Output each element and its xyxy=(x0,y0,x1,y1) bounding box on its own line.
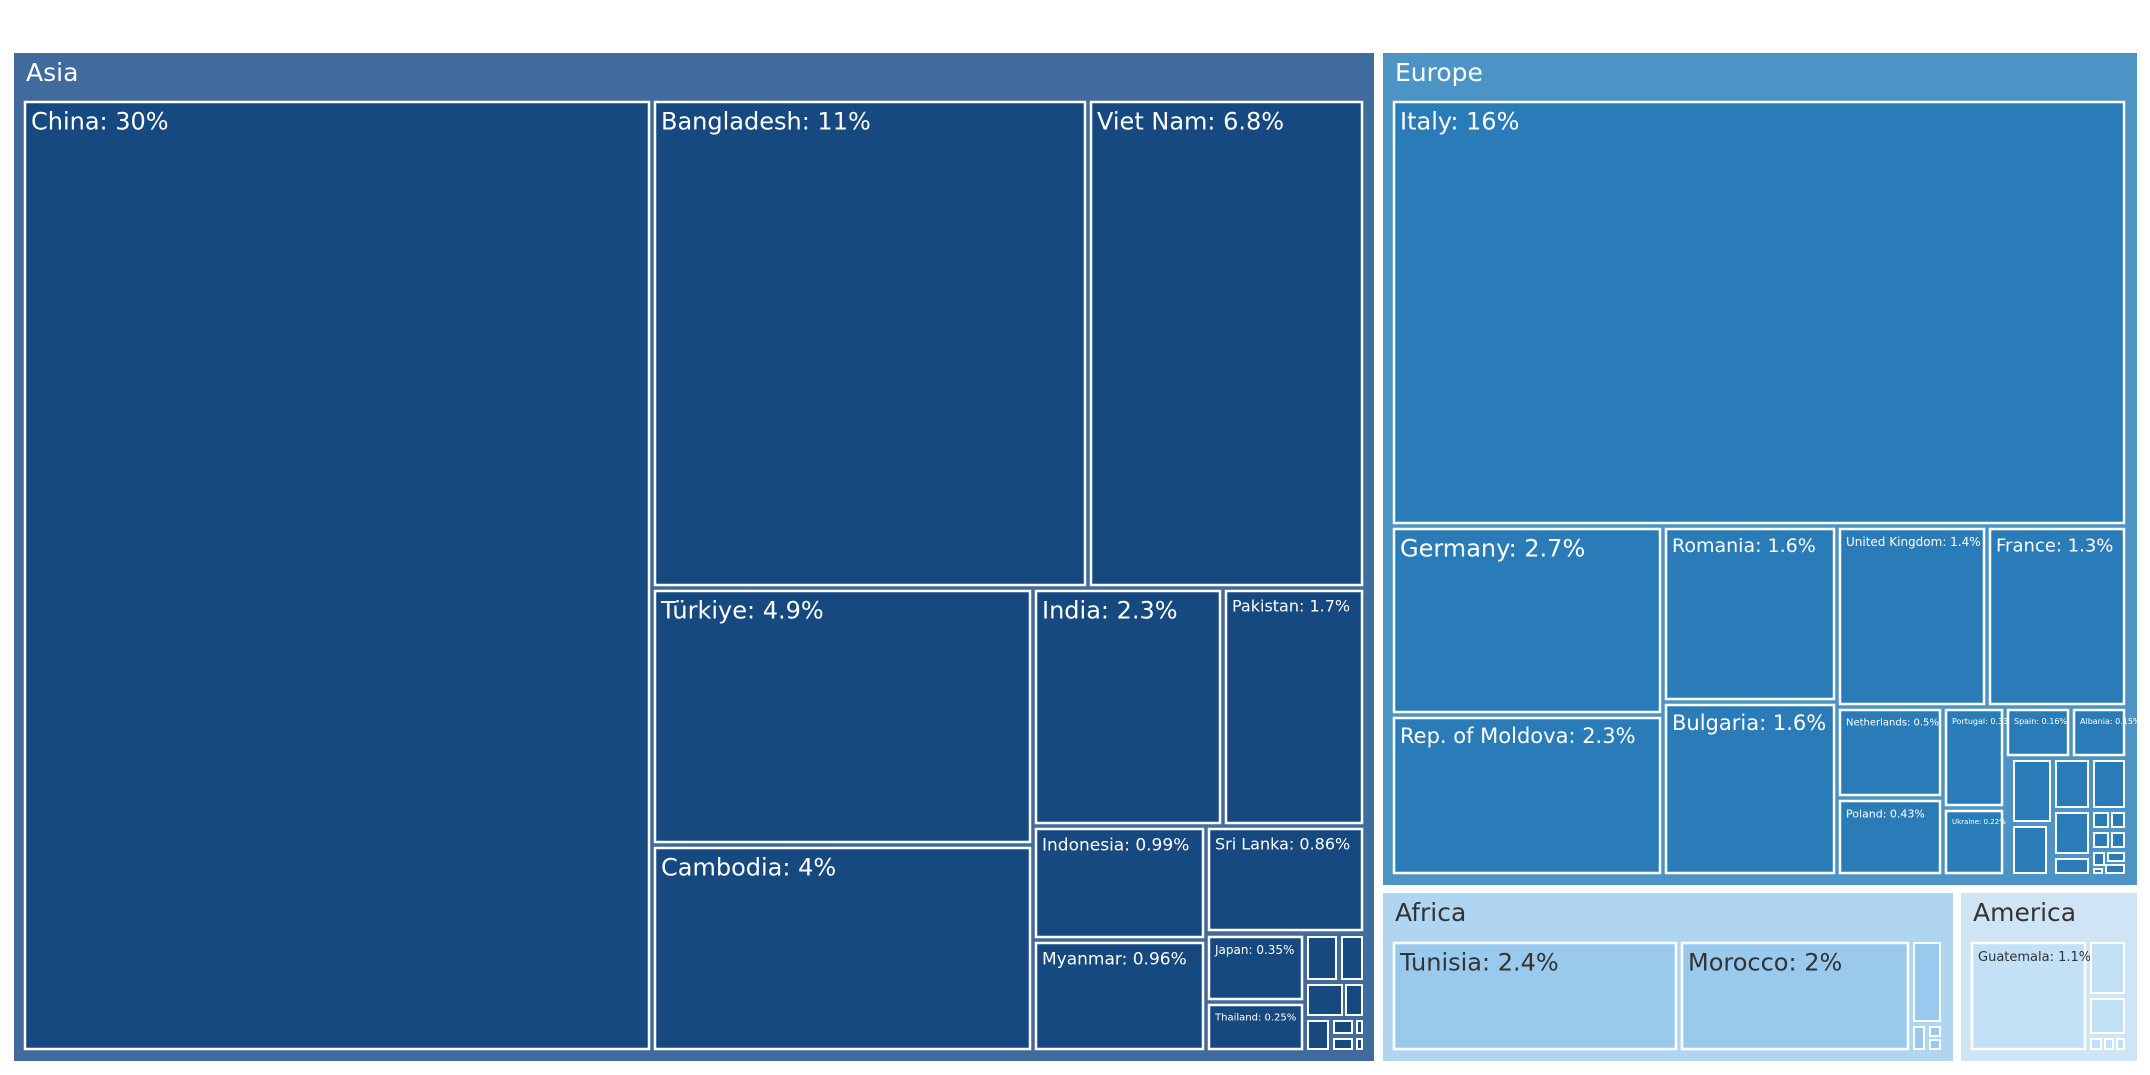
tile-label-albania: Albania: 0.15% xyxy=(2080,717,2141,726)
group-label-africa: Africa xyxy=(1395,898,1466,927)
tile-label-cambodia: Cambodia: 4% xyxy=(661,853,836,881)
tile-small-asia-4 xyxy=(1307,1020,1329,1050)
tile-small-europe-9 xyxy=(2013,760,2051,822)
tile-label-ukraine: Ukraine: 0.22% xyxy=(1952,818,2006,826)
tile-small-america-28 xyxy=(2090,998,2125,1034)
tile-label-spain: Spain: 0.16% xyxy=(2014,717,2067,726)
tile-morocco xyxy=(1680,941,1910,1051)
tile-japan xyxy=(1207,935,1304,1001)
tile-germany xyxy=(1392,527,1662,714)
tile-united-kingdom xyxy=(1838,527,1986,706)
tile-small-africa-23 xyxy=(1913,942,1941,1022)
tile-small-asia-6 xyxy=(1333,1038,1353,1050)
tile-small-africa-26 xyxy=(1929,1039,1941,1050)
tile-bangladesh xyxy=(653,100,1087,587)
tile-label-romania: Romania: 1.6% xyxy=(1672,535,1816,557)
tile-label-t-rkiye: Türkiye: 4.9% xyxy=(660,596,824,624)
tile-sri-lanka xyxy=(1207,827,1364,932)
tile-guatemala xyxy=(1970,941,2087,1051)
tile-viet-nam xyxy=(1089,100,1364,587)
tile-small-europe-12 xyxy=(2013,826,2047,874)
tile-bulgaria xyxy=(1664,703,1836,875)
tile-t-rkiye xyxy=(653,589,1032,844)
tile-label-netherlands: Netherlands: 0.5% xyxy=(1846,718,1939,729)
tile-label-india: India: 2.3% xyxy=(1042,596,1178,624)
tile-label-tunisia: Tunisia: 2.4% xyxy=(1399,948,1559,976)
tile-albania xyxy=(2072,708,2126,757)
tile-portugal xyxy=(1944,708,2004,807)
group-label-asia: Asia xyxy=(26,58,78,87)
tile-small-europe-18 xyxy=(2111,832,2125,848)
tile-india xyxy=(1034,589,1222,825)
tile-small-america-27 xyxy=(2090,942,2125,994)
tile-label-guatemala: Guatemala: 1.1% xyxy=(1978,950,2091,965)
tile-label-poland: Poland: 0.43% xyxy=(1846,807,1925,820)
tile-small-asia-3 xyxy=(1345,984,1363,1016)
tile-small-africa-25 xyxy=(1929,1026,1941,1037)
tile-italy xyxy=(1392,100,2126,525)
tile-small-america-30 xyxy=(2104,1038,2114,1050)
tile-label-viet-nam: Viet Nam: 6.8% xyxy=(1097,107,1284,135)
tile-spain xyxy=(2006,708,2070,757)
tile-label-japan: Japan: 0.35% xyxy=(1214,943,1294,957)
tile-small-asia-2 xyxy=(1307,984,1343,1016)
tile-label-italy: Italy: 16% xyxy=(1400,107,1519,135)
tile-label-thailand: Thailand: 0.25% xyxy=(1214,1013,1296,1024)
tile-label-pakistan: Pakistan: 1.7% xyxy=(1232,597,1350,616)
tile-small-europe-16 xyxy=(2111,812,2125,828)
tile-small-europe-10 xyxy=(2055,760,2089,808)
tile-small-europe-19 xyxy=(2093,852,2105,866)
tile-myanmar xyxy=(1034,941,1205,1051)
tile-france xyxy=(1988,527,2126,706)
tile-small-europe-21 xyxy=(2093,868,2103,874)
tile-small-asia-5 xyxy=(1333,1020,1353,1034)
tile-label-morocco: Morocco: 2% xyxy=(1688,948,1842,976)
tile-small-europe-11 xyxy=(2093,760,2125,808)
tile-small-europe-20 xyxy=(2107,852,2125,862)
tile-label-bulgaria: Bulgaria: 1.6% xyxy=(1672,711,1826,735)
tile-tunisia xyxy=(1392,941,1678,1051)
tile-label-sri-lanka: Sri Lanka: 0.86% xyxy=(1215,835,1350,854)
tile-indonesia xyxy=(1034,827,1205,939)
tile-small-europe-15 xyxy=(2093,812,2109,828)
group-label-america: America xyxy=(1973,898,2076,927)
tile-small-europe-14 xyxy=(2055,858,2089,874)
tile-label-portugal: Portugal: 0.33% xyxy=(1952,717,2016,726)
group-label-europe: Europe xyxy=(1395,58,1483,87)
tile-small-asia-8 xyxy=(1356,1038,1363,1050)
tile-label-germany: Germany: 2.7% xyxy=(1400,534,1585,562)
tile-small-europe-22 xyxy=(2105,864,2125,874)
tile-small-europe-13 xyxy=(2055,812,2089,854)
tile-label-indonesia: Indonesia: 0.99% xyxy=(1042,835,1189,855)
tile-small-asia-7 xyxy=(1356,1020,1363,1034)
tile-label-rep-of-moldova: Rep. of Moldova: 2.3% xyxy=(1400,724,1636,748)
tile-label-france: France: 1.3% xyxy=(1996,535,2113,556)
tile-rep-of-moldova xyxy=(1392,716,1662,875)
tile-pakistan xyxy=(1224,589,1364,825)
tile-ukraine xyxy=(1944,809,2004,875)
tile-label-united-kingdom: United Kingdom: 1.4% xyxy=(1846,535,1981,549)
tile-label-china: China: 30% xyxy=(31,107,169,135)
tile-china xyxy=(23,100,651,1051)
tile-label-bangladesh: Bangladesh: 11% xyxy=(661,107,871,135)
tile-label-myanmar: Myanmar: 0.96% xyxy=(1042,949,1187,969)
tile-romania xyxy=(1664,527,1836,701)
tile-small-asia-0 xyxy=(1307,936,1337,980)
tile-small-america-29 xyxy=(2090,1038,2102,1050)
tile-cambodia xyxy=(653,846,1032,1051)
tile-small-asia-1 xyxy=(1341,936,1363,980)
tile-thailand xyxy=(1207,1003,1304,1051)
tile-small-africa-24 xyxy=(1913,1026,1925,1050)
tile-poland xyxy=(1838,799,1942,875)
tile-netherlands xyxy=(1838,708,1942,797)
tile-small-europe-17 xyxy=(2093,832,2109,848)
tile-small-america-31 xyxy=(2116,1038,2125,1050)
